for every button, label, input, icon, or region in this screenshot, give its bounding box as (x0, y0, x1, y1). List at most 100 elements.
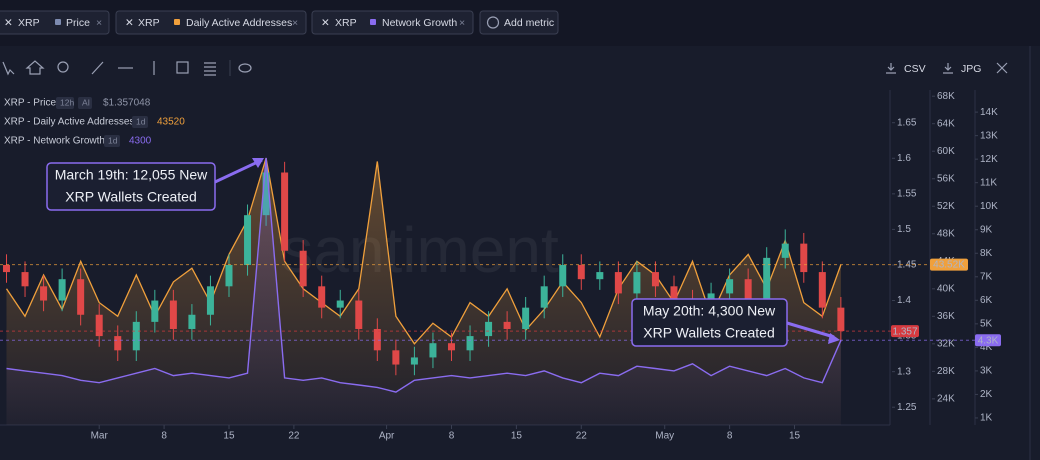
y-tick-label: 1.3 (897, 366, 911, 377)
candle-body (559, 264, 567, 287)
y-tick-label: 7K (980, 271, 993, 282)
tab[interactable]: ✕ XRP Daily Active Addresses × (115, 10, 307, 35)
candle-body (355, 300, 363, 329)
add-metric-label: Add metric (504, 17, 554, 29)
annotation-box (631, 298, 788, 347)
candle-body (392, 350, 400, 365)
y-tick-label: 13K (980, 130, 998, 141)
annotation-arrow (786, 321, 835, 339)
y-tick-label: 8K (980, 248, 993, 259)
csv-button[interactable]: CSV (904, 63, 926, 75)
badge (56, 97, 74, 109)
candle-body (410, 357, 418, 365)
area-fill (6, 158, 841, 425)
candle-body (503, 321, 511, 329)
fib-tool[interactable] (204, 62, 216, 76)
zoom-tool[interactable] (57, 61, 69, 73)
y-tick-label: 68K (937, 91, 955, 102)
x-tick-label: 15 (511, 431, 523, 442)
y-tick-label: 32K (937, 338, 955, 349)
tab-remove[interactable]: × (459, 17, 465, 29)
y-tick-label: 12K (980, 154, 998, 165)
y-tick-label: 1.45 (897, 260, 917, 271)
tab-close[interactable]: ✕ (125, 17, 134, 29)
candle-body (206, 286, 214, 315)
candle-body (614, 272, 622, 294)
candle-body (244, 215, 252, 265)
annotation-arrow (214, 158, 263, 184)
candle-body (132, 321, 140, 351)
tab-dot (370, 19, 376, 25)
y-tick-label: 6K (980, 295, 993, 306)
candle-body (95, 314, 103, 337)
candle-body (299, 250, 307, 287)
tab-remove[interactable]: × (96, 17, 102, 29)
candle-body (318, 286, 326, 308)
candle-body (837, 307, 845, 332)
current-value-tag (930, 258, 968, 271)
y-tick-label: 10K (980, 201, 998, 212)
legend-interval: 12h (60, 97, 74, 107)
candle-body (58, 279, 66, 301)
annotation-text: March 19th: 12,055 New (55, 167, 208, 183)
tab-asset: XRP (138, 17, 160, 29)
add-icon (486, 16, 500, 29)
y-tick-label: 14K (980, 107, 998, 118)
legend-badge: AI (82, 97, 90, 107)
legend-name: XRP - Network Growth (4, 136, 105, 147)
candle-body (763, 257, 771, 301)
y-tick-label: 9K (980, 224, 993, 235)
x-tick-label: 15 (789, 431, 801, 442)
annotation-text: XRP Wallets Created (65, 189, 197, 205)
close-button[interactable] (996, 62, 1008, 74)
candle-body (596, 272, 604, 280)
tab-remove[interactable]: × (292, 17, 298, 29)
y-tick-label: 24K (937, 394, 955, 405)
home-tool[interactable] (25, 60, 45, 75)
y-tick-label: 1.65 (897, 117, 917, 128)
csv-icon[interactable] (886, 63, 896, 74)
y-tick-label: 40K (937, 283, 955, 294)
legend-value: 4300 (129, 136, 152, 147)
tab-dot (55, 19, 61, 25)
x-tick-label: Mar (91, 431, 109, 442)
current-value-label: 43.52K (933, 260, 965, 271)
tab-dot (174, 19, 180, 25)
current-value-tag (891, 325, 919, 338)
x-tick-label: 22 (576, 431, 588, 442)
y-tick-label: 4K (980, 342, 993, 353)
tab-close[interactable]: ✕ (4, 17, 13, 29)
annotation: May 20th: 4,300 New XRP Wallets Created (631, 298, 840, 347)
legend-name: XRP - Daily Active Addresses (4, 117, 134, 128)
add-metric[interactable]: Add metric (479, 10, 559, 35)
candle-body (169, 300, 177, 329)
candle-body (225, 264, 233, 287)
current-value-label: 4.3K (978, 335, 999, 346)
rect-tool[interactable] (176, 61, 189, 74)
y-tick-label: 1.5 (897, 224, 911, 235)
y-tick-label: 56K (937, 173, 955, 184)
tab[interactable]: ✕ XRP Network Growth × (311, 10, 474, 35)
y-tick-label: 5K (980, 318, 993, 329)
y-tick-label: 1.25 (897, 402, 917, 413)
jpg-icon[interactable] (943, 63, 953, 74)
y-tick-label: 1.4 (897, 295, 911, 306)
current-value-tag (975, 334, 1001, 347)
candle-body (151, 300, 159, 322)
tab-close[interactable]: ✕ (321, 17, 330, 29)
candle-body (540, 286, 548, 308)
jpg-button[interactable]: JPG (961, 63, 981, 75)
tab[interactable]: ✕ XRP Price × (0, 10, 110, 35)
x-tick-label: 8 (727, 431, 733, 442)
visibility-tool[interactable] (238, 63, 252, 73)
y-tick-label: 11K (980, 177, 997, 188)
candle-body (800, 243, 808, 273)
y-tick-label: 1K (980, 413, 993, 424)
tab-asset: XRP (335, 17, 357, 29)
candle-body (670, 286, 678, 301)
line-tool[interactable] (91, 61, 104, 75)
candle-body (188, 314, 196, 329)
annotation-box (46, 162, 216, 211)
cursor-tool[interactable] (2, 61, 15, 76)
